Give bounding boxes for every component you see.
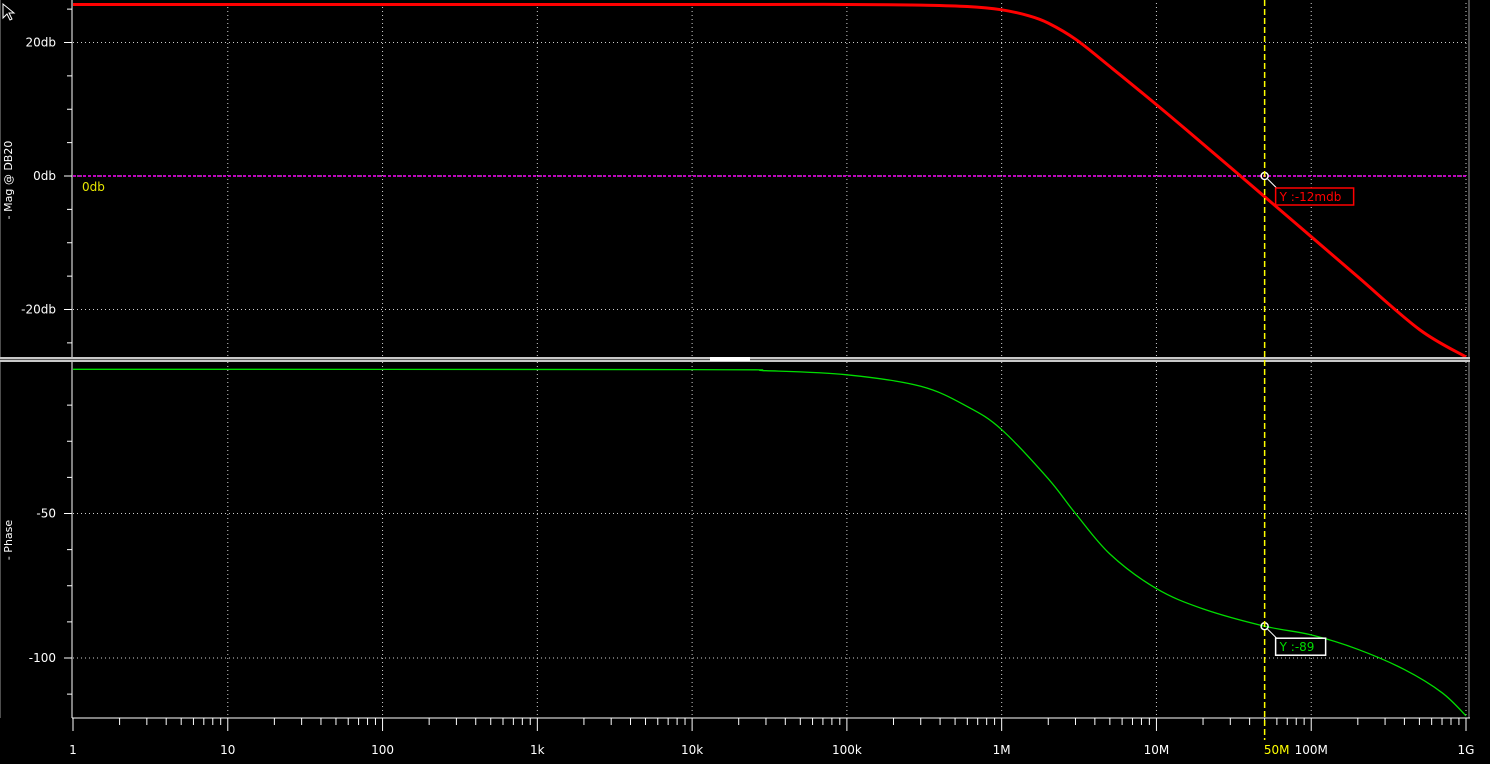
x-tick-label: 100k xyxy=(832,743,862,757)
magnitude-panel[interactable]: 20db 0db -20db - Mag @ DB20 0db Y :-12mdb xyxy=(0,0,1470,359)
y-tick-label: -20db xyxy=(21,303,56,317)
x-tick-label: 10k xyxy=(681,743,703,757)
x-axis: 1 10 100 1k 10k 100k 1M 10M 100M 1G xyxy=(69,717,1474,757)
y-tick-label: 20db xyxy=(25,36,56,50)
phase-y-ticks: -50 -100 xyxy=(29,404,72,695)
splitter-handle[interactable] xyxy=(710,357,750,361)
y-tick-label: 0db xyxy=(33,169,56,183)
magnitude-y-label: - Mag @ DB20 xyxy=(2,141,15,220)
x-tick-label: 1M xyxy=(993,743,1011,757)
magnitude-series xyxy=(73,2,1467,359)
y-tick-label: -100 xyxy=(29,651,56,665)
x-tick-label: 10 xyxy=(220,743,235,757)
x-tick-label: 100 xyxy=(371,743,394,757)
phase-y-label: - Phase xyxy=(2,520,15,561)
phase-grid xyxy=(73,362,1467,718)
x-tick-label: 1k xyxy=(530,743,545,757)
y-tick-label: -50 xyxy=(36,507,56,521)
x-tick-label: 1G xyxy=(1458,743,1475,757)
frequency-cursor[interactable]: 50M xyxy=(1264,0,1290,757)
mouse-pointer-icon xyxy=(2,2,16,21)
phase-panel[interactable]: -50 -100 - Phase Y :-89 xyxy=(0,362,1470,718)
marker-label: Y :-12mdb xyxy=(1279,190,1342,204)
magnitude-marker[interactable]: Y :-12mdb xyxy=(1260,171,1355,206)
x-tick-label: 1 xyxy=(69,743,77,757)
x-axis-ticks: 1 10 100 1k 10k 100k 1M 10M 100M 1G xyxy=(69,718,1474,757)
marker-label-box xyxy=(1274,187,1355,206)
marker-label: Y :-89 xyxy=(1279,640,1315,654)
x-tick-label: 100M xyxy=(1295,743,1328,757)
cursor-label: 50M xyxy=(1264,743,1290,757)
marker-label-box xyxy=(1274,637,1327,656)
phase-marker[interactable]: Y :-89 xyxy=(1260,621,1327,656)
magnitude-y-ticks: 20db 0db -20db xyxy=(21,8,72,344)
panel-splitter[interactable] xyxy=(0,357,1470,362)
zero-db-reference-label: 0db xyxy=(82,180,105,194)
x-tick-label: 10M xyxy=(1144,743,1170,757)
phase-series xyxy=(72,368,1467,717)
